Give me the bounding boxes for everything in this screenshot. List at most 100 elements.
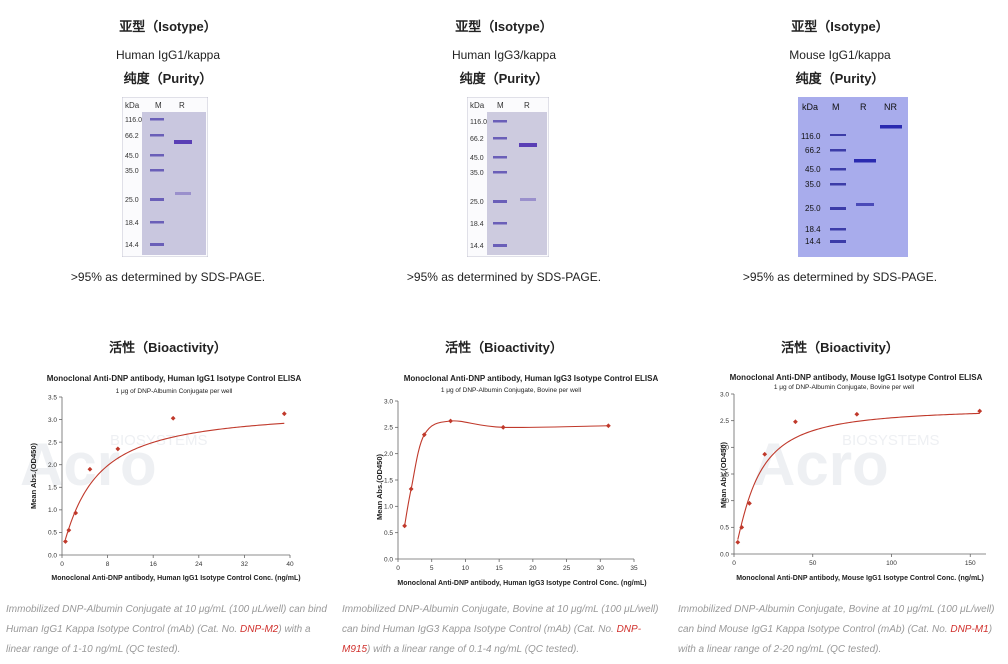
x-tick-label: 25 [563, 565, 571, 572]
data-point [63, 539, 68, 544]
y-tick-label: 0.0 [720, 551, 729, 558]
lane-label: R [524, 101, 530, 110]
fit-curve [737, 412, 980, 540]
x-tick-label: 100 [886, 560, 897, 567]
purity-heading: 纯度（Purity） [795, 71, 885, 86]
catalog-number-link[interactable]: DNP-M2 [240, 624, 279, 635]
purity-note: >95% as determined by SDS-PAGE. [742, 270, 938, 284]
x-tick-label: 0 [60, 561, 64, 568]
marker-label: 25.0 [805, 204, 821, 213]
marker-label: 66.2 [805, 146, 821, 155]
lane-label: R [860, 102, 867, 112]
data-point [735, 539, 741, 545]
x-tick-label: 15 [496, 565, 504, 572]
bioactivity-caption: Immobilized DNP-Albumin Conjugate at 10 … [6, 600, 332, 660]
marker-label: 116.0 [125, 117, 142, 124]
y-tick-label: 0.5 [48, 530, 57, 537]
data-point [793, 419, 798, 425]
marker-label: 14.4 [805, 237, 821, 246]
marker-band [150, 118, 164, 121]
marker-label: 35.0 [125, 168, 139, 175]
y-tick-label: 2.5 [48, 439, 57, 446]
y-tick-label: 0.0 [384, 556, 393, 563]
x-tick-label: 8 [106, 561, 110, 568]
x-axis-label: Monoclonal Anti-DNP antibody, Human IgG1… [51, 575, 300, 582]
chart-title: Monoclonal Anti-DNP antibody, Human IgG3… [404, 374, 659, 383]
data-point [448, 418, 453, 424]
isotype-value: Human IgG3/kappa [451, 48, 557, 62]
marker-band [493, 156, 507, 159]
gel-body [487, 112, 547, 255]
y-tick-label: 1.5 [48, 485, 57, 492]
lane-label: kDa [802, 102, 818, 112]
marker-band [830, 207, 846, 210]
reduced-heavy-band [854, 159, 876, 163]
marker-label: 66.2 [470, 136, 484, 143]
data-point [421, 432, 427, 438]
y-tick-label: 2.5 [720, 418, 729, 425]
marker-label: 18.4 [125, 220, 139, 227]
bioactivity-heading: 活性（Bioactivity） [109, 340, 227, 355]
isotype-heading: 亚型（Isotype） [119, 19, 217, 34]
catalog-number-link[interactable]: DNP-M1 [950, 624, 989, 635]
x-tick-label: 32 [241, 561, 249, 568]
y-tick-label: 3.5 [48, 394, 57, 401]
y-tick-label: 1.5 [720, 471, 729, 478]
product-panel-human-igg3: 亚型（Isotype） Human IgG3/kappa 纯度（Purity） … [336, 0, 672, 664]
marker-band [830, 168, 846, 171]
product-panel-human-igg1: 亚型（Isotype） Human IgG1/kappa 纯度（Purity） … [0, 0, 336, 664]
elisa-chart: Monoclonal Anti-DNP antibody, Human IgG3… [375, 374, 659, 587]
bioactivity-caption: Immobilized DNP-Albumin Conjugate, Bovin… [342, 600, 668, 660]
y-tick-label: 2.0 [720, 445, 729, 452]
data-point [73, 510, 79, 516]
sample-band-light [175, 192, 191, 195]
x-tick-label: 20 [529, 565, 537, 572]
catalog-number-link[interactable]: DNP-M915 [342, 624, 642, 655]
lane-label: R [179, 101, 185, 110]
watermark-sub: BIOSYSTEMS [842, 432, 940, 449]
marker-label: 18.4 [470, 221, 484, 228]
gel-body [798, 97, 908, 257]
data-point [281, 411, 287, 417]
marker-label: 18.4 [805, 225, 821, 234]
y-axis-label: Mean Abs.(OD450) [29, 443, 38, 509]
y-tick-label: 2.0 [48, 462, 57, 469]
marker-band [150, 243, 164, 246]
x-tick-label: 0 [732, 560, 736, 567]
marker-band [150, 198, 164, 201]
marker-band [830, 240, 846, 243]
x-axis-label: Monoclonal Anti-DNP antibody, Mouse IgG1… [736, 575, 984, 582]
marker-band [150, 134, 164, 137]
chart-subtitle: 1 μg of DNP-Albumin Conjugate, Bovine pe… [441, 387, 582, 394]
marker-band [493, 171, 507, 174]
marker-band [830, 149, 846, 152]
sds-page-gel: kDa M R 116.0 66.2 45.0 35.0 25.0 18.4 1… [467, 97, 549, 257]
marker-band [830, 228, 846, 231]
marker-label: 14.4 [125, 242, 139, 249]
data-point [739, 524, 745, 530]
x-tick-label: 30 [597, 565, 605, 572]
y-tick-label: 2.5 [384, 425, 393, 432]
y-tick-label: 0.5 [720, 525, 729, 532]
marker-band [830, 134, 846, 136]
data-point [408, 486, 414, 492]
marker-band [150, 221, 164, 224]
marker-label: 116.0 [801, 132, 821, 141]
data-point [605, 423, 611, 429]
data-point [500, 424, 506, 430]
data-point [66, 527, 72, 533]
x-tick-label: 150 [965, 560, 976, 567]
lane-label: NR [884, 102, 897, 112]
fit-curve [64, 422, 285, 540]
marker-band [493, 222, 507, 225]
lane-label: kDa [125, 101, 140, 110]
y-tick-label: 0.5 [384, 530, 393, 537]
marker-label: 35.0 [470, 170, 484, 177]
marker-band [493, 120, 507, 123]
caption-text: Immobilized DNP-Albumin Conjugate, Bovin… [678, 604, 995, 635]
fit-curve [404, 420, 609, 526]
chart-title: Monoclonal Anti-DNP antibody, Human IgG1… [47, 374, 302, 383]
purity-note: >95% as determined by SDS-PAGE. [70, 270, 266, 284]
marker-label: 116.0 [470, 119, 487, 126]
y-tick-label: 1.0 [720, 498, 729, 505]
